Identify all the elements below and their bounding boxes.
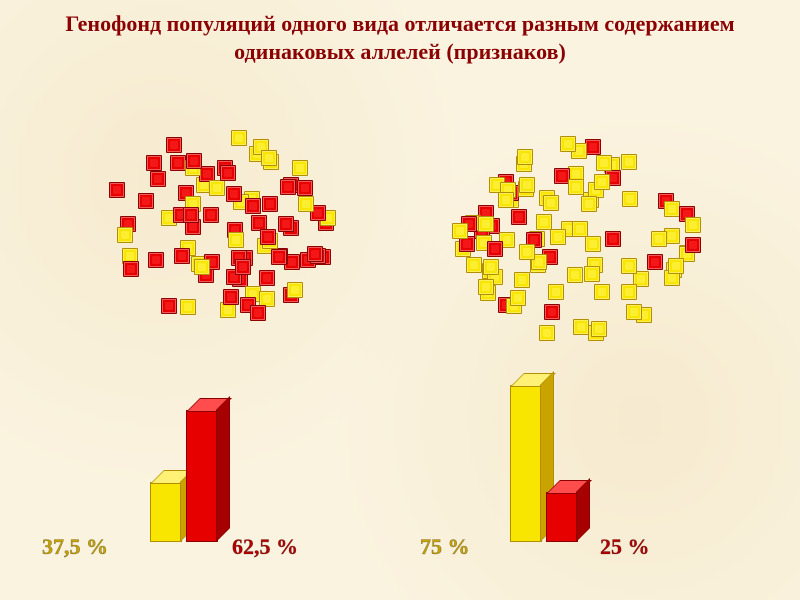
allele-cube-yellow — [581, 196, 597, 212]
allele-cube-yellow — [466, 257, 482, 273]
allele-cube-red — [186, 153, 202, 169]
allele-cube-red — [166, 137, 182, 153]
allele-cube-red — [138, 193, 154, 209]
allele-cube-yellow — [567, 267, 583, 283]
allele-cube-yellow — [548, 284, 564, 300]
allele-cube-yellow — [550, 229, 566, 245]
allele-cube-red — [203, 207, 219, 223]
allele-cube-yellow — [298, 196, 314, 212]
allele-cube-yellow — [517, 149, 533, 165]
allele-cube-red — [174, 248, 190, 264]
pct-right-yellow: 75 % — [420, 534, 470, 560]
allele-cube-red — [220, 165, 236, 181]
allele-cube-red — [170, 155, 186, 171]
allele-cube-red — [307, 246, 323, 262]
allele-cube-yellow — [452, 223, 468, 239]
allele-cube-red — [262, 196, 278, 212]
allele-cube-yellow — [622, 191, 638, 207]
allele-cube-yellow — [510, 290, 526, 306]
page-title: Генофонд популяций одного вида отличаетс… — [40, 10, 760, 65]
allele-cube-yellow — [514, 272, 530, 288]
allele-cube-red — [109, 182, 125, 198]
allele-cube-yellow — [228, 232, 244, 248]
allele-cube-red — [245, 198, 261, 214]
allele-cube-yellow — [483, 259, 499, 275]
allele-cube-yellow — [519, 177, 535, 193]
allele-cube-yellow — [209, 180, 225, 196]
allele-cube-yellow — [664, 201, 680, 217]
allele-cube-red — [235, 259, 251, 275]
bars-left — [150, 372, 270, 542]
allele-cube-red — [226, 186, 242, 202]
allele-cube-red — [183, 207, 199, 223]
allele-cube-yellow — [539, 325, 555, 341]
allele-cube-red — [271, 249, 287, 265]
allele-cube-yellow — [292, 160, 308, 176]
allele-cube-yellow — [180, 299, 196, 315]
allele-cube-yellow — [594, 174, 610, 190]
allele-cube-yellow — [596, 155, 612, 171]
allele-cube-yellow — [572, 221, 588, 237]
allele-cube-yellow — [685, 217, 701, 233]
allele-cube-red — [585, 139, 601, 155]
allele-cube-yellow — [194, 259, 210, 275]
allele-cube-red — [123, 261, 139, 277]
allele-cube-yellow — [117, 227, 133, 243]
allele-cube-yellow — [621, 154, 637, 170]
allele-cube-red — [647, 254, 663, 270]
allele-cube-yellow — [585, 236, 601, 252]
pct-right-red: 25 % — [600, 534, 650, 560]
allele-cube-yellow — [651, 231, 667, 247]
allele-cube-red — [223, 289, 239, 305]
allele-cube-yellow — [560, 136, 576, 152]
allele-cube-red — [148, 252, 164, 268]
cluster-right — [440, 130, 710, 360]
bar-left-red — [186, 400, 228, 542]
allele-cube-yellow — [626, 304, 642, 320]
allele-cube-red — [297, 180, 313, 196]
allele-cube-yellow — [498, 192, 514, 208]
allele-cube-red — [260, 229, 276, 245]
allele-cube-red — [146, 155, 162, 171]
bar-right-red — [546, 482, 588, 542]
allele-cube-red — [250, 305, 266, 321]
allele-cube-yellow — [591, 321, 607, 337]
allele-cube-red — [685, 237, 701, 253]
allele-cube-red — [278, 216, 294, 232]
allele-cube-red — [544, 304, 560, 320]
allele-cube-yellow — [536, 214, 552, 230]
allele-cube-yellow — [584, 266, 600, 282]
allele-cube-yellow — [231, 130, 247, 146]
cluster-left — [90, 120, 350, 340]
allele-cube-yellow — [478, 279, 494, 295]
bars-right — [510, 372, 630, 542]
allele-cube-yellow — [287, 282, 303, 298]
allele-cube-yellow — [621, 258, 637, 274]
pct-left-yellow: 37,5 % — [42, 534, 108, 560]
allele-cube-red — [150, 171, 166, 187]
allele-cube-red — [280, 179, 296, 195]
pct-left-red: 62,5 % — [232, 534, 298, 560]
allele-cube-yellow — [261, 150, 277, 166]
allele-cube-red — [605, 231, 621, 247]
allele-cube-yellow — [543, 195, 559, 211]
allele-cube-yellow — [573, 319, 589, 335]
allele-cube-red — [161, 298, 177, 314]
allele-cube-yellow — [668, 258, 684, 274]
allele-cube-yellow — [621, 284, 637, 300]
allele-cube-yellow — [519, 244, 535, 260]
allele-cube-red — [487, 241, 503, 257]
allele-cube-red — [511, 209, 527, 225]
allele-cube-red — [259, 270, 275, 286]
allele-cube-yellow — [478, 216, 494, 232]
allele-cube-yellow — [568, 179, 584, 195]
allele-cube-yellow — [594, 284, 610, 300]
